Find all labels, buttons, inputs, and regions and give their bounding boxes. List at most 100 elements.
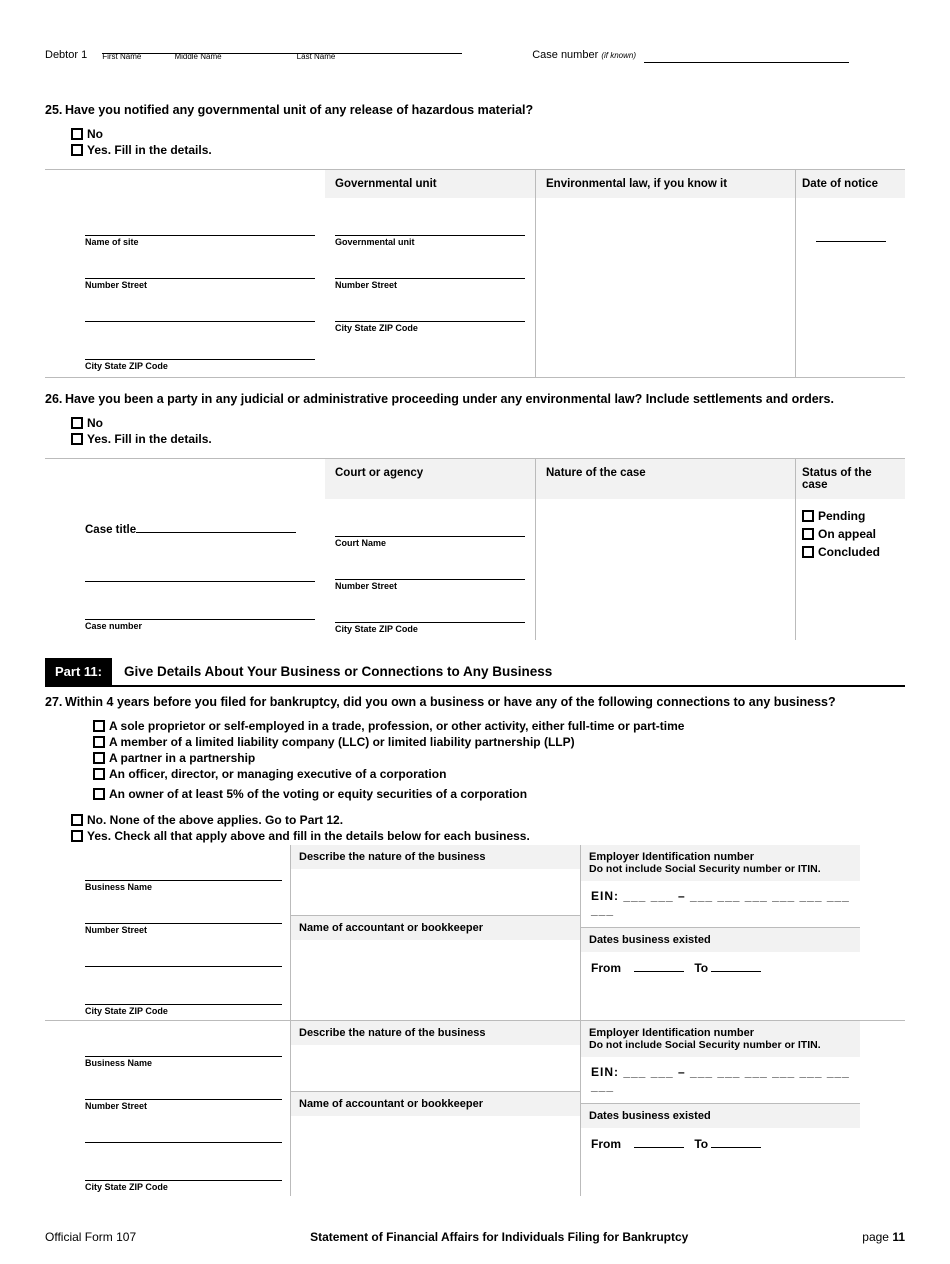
site-street-input[interactable] bbox=[85, 261, 315, 279]
site-city-input[interactable] bbox=[85, 342, 315, 360]
gov-street-input[interactable] bbox=[335, 261, 525, 279]
biz1-name-input[interactable] bbox=[85, 863, 282, 881]
part-badge: Part 11: bbox=[45, 658, 112, 685]
first-name-label: First Name bbox=[102, 52, 172, 61]
gov-street-label: Number Street bbox=[335, 280, 525, 290]
biz1-city-input[interactable] bbox=[85, 987, 282, 1005]
biz1-accountant-input[interactable] bbox=[291, 940, 580, 986]
biz1-from-label: From bbox=[591, 961, 621, 975]
biz1-to-input[interactable] bbox=[711, 960, 761, 972]
case-number-input[interactable] bbox=[644, 49, 849, 63]
status-appeal-label: On appeal bbox=[818, 527, 876, 541]
date-notice-input[interactable] bbox=[816, 228, 886, 242]
gov-city-input[interactable] bbox=[335, 304, 525, 322]
biz1-describe-input[interactable] bbox=[291, 869, 580, 915]
q26-yes-checkbox[interactable] bbox=[71, 433, 83, 445]
site-street-label: Number Street bbox=[85, 280, 315, 290]
biz1-ein-sub: Do not include Social Security number or… bbox=[589, 863, 852, 875]
biz1-ein-input[interactable]: EIN: ___ ___ – ___ ___ ___ ___ ___ ___ _… bbox=[591, 889, 850, 917]
biz2-line3-input[interactable] bbox=[85, 1125, 282, 1143]
biz1-name-label: Business Name bbox=[85, 882, 282, 892]
court-name-input[interactable] bbox=[335, 519, 525, 537]
q26-col-court: Court or agency bbox=[325, 459, 535, 499]
q27-opt4-checkbox[interactable] bbox=[93, 768, 105, 780]
q25-no-label: No bbox=[87, 127, 103, 141]
biz2-street-input[interactable] bbox=[85, 1082, 282, 1100]
footer-page-label: page bbox=[862, 1230, 892, 1244]
biz2-describe-input[interactable] bbox=[291, 1045, 580, 1091]
q27-opt2-checkbox[interactable] bbox=[93, 736, 105, 748]
biz2-street-label: Number Street bbox=[85, 1101, 282, 1111]
last-name-label: Last Name bbox=[297, 52, 336, 61]
biz2-to-label: To bbox=[694, 1137, 708, 1151]
site-line3-input[interactable] bbox=[85, 304, 315, 322]
footer-title: Statement of Financial Affairs for Indiv… bbox=[310, 1230, 688, 1244]
nature-input[interactable] bbox=[535, 499, 795, 640]
biz2-ein-header: Employer Identification number bbox=[589, 1027, 852, 1039]
biz2-name-label: Business Name bbox=[85, 1058, 282, 1068]
biz1-accountant-header: Name of accountant or bookkeeper bbox=[291, 915, 580, 940]
q25-yes-checkbox[interactable] bbox=[71, 144, 83, 156]
question-26: 26.Have you been a party in any judicial… bbox=[45, 392, 905, 406]
q25-col-gov: Governmental unit bbox=[325, 170, 535, 198]
case-number-input[interactable] bbox=[85, 602, 315, 620]
q25-yes-label: Yes. Fill in the details. bbox=[87, 143, 212, 157]
middle-name-label: Middle Name bbox=[174, 52, 294, 61]
biz2-from-input[interactable] bbox=[634, 1136, 684, 1148]
gov-unit-label: Governmental unit bbox=[335, 237, 525, 247]
q26-table: Court or agency Nature of the case Statu… bbox=[45, 458, 905, 640]
q26-no-label: No bbox=[87, 416, 103, 430]
biz2-accountant-header: Name of accountant or bookkeeper bbox=[291, 1091, 580, 1116]
biz2-ein-input[interactable]: EIN: ___ ___ – ___ ___ ___ ___ ___ ___ _… bbox=[591, 1065, 850, 1093]
q27-opt3-label: A partner in a partnership bbox=[109, 751, 255, 765]
q26-no-checkbox[interactable] bbox=[71, 417, 83, 429]
q26-col-status: Status of the case bbox=[795, 459, 905, 499]
case-line2-input[interactable] bbox=[85, 564, 315, 582]
page-header: Debtor 1 First Name Middle Name Last Nam… bbox=[45, 40, 905, 63]
business-row-1: Business Name Number Street City State Z… bbox=[45, 845, 905, 1020]
biz1-to-label: To bbox=[694, 961, 708, 975]
status-concluded-checkbox[interactable] bbox=[802, 546, 814, 558]
status-pending-checkbox[interactable] bbox=[802, 510, 814, 522]
question-25: 25.Have you notified any governmental un… bbox=[45, 103, 905, 117]
page-footer: Official Form 107 Statement of Financial… bbox=[0, 1216, 950, 1264]
biz1-from-input[interactable] bbox=[634, 960, 684, 972]
q27-opt5-label: An owner of at least 5% of the voting or… bbox=[109, 787, 527, 801]
q27-yes-checkbox[interactable] bbox=[71, 830, 83, 842]
biz2-accountant-input[interactable] bbox=[291, 1116, 580, 1162]
case-title-label: Case title bbox=[85, 524, 136, 536]
court-city-label: City State ZIP Code bbox=[335, 624, 525, 634]
court-street-input[interactable] bbox=[335, 562, 525, 580]
q27-opt2-label: A member of a limited liability company … bbox=[109, 735, 575, 749]
biz2-to-input[interactable] bbox=[711, 1136, 761, 1148]
env-law-input[interactable] bbox=[535, 198, 795, 377]
court-city-input[interactable] bbox=[335, 605, 525, 623]
site-name-input[interactable] bbox=[85, 218, 315, 236]
case-number-label: Case number bbox=[532, 49, 598, 61]
gov-unit-input[interactable] bbox=[335, 218, 525, 236]
biz1-street-input[interactable] bbox=[85, 906, 282, 924]
status-appeal-checkbox[interactable] bbox=[802, 528, 814, 540]
q25-no-checkbox[interactable] bbox=[71, 128, 83, 140]
part-11-header: Part 11: Give Details About Your Busines… bbox=[45, 658, 905, 687]
q27-opt1-checkbox[interactable] bbox=[93, 720, 105, 732]
biz2-ein-sub: Do not include Social Security number or… bbox=[589, 1039, 852, 1051]
q27-no-checkbox[interactable] bbox=[71, 814, 83, 826]
biz1-ein-header: Employer Identification number bbox=[589, 851, 852, 863]
biz2-dates-header: Dates business existed bbox=[581, 1103, 860, 1128]
status-pending-label: Pending bbox=[818, 509, 865, 523]
q27-opt1-label: A sole proprietor or self-employed in a … bbox=[109, 719, 684, 733]
status-concluded-label: Concluded bbox=[818, 545, 880, 559]
debtor-label: Debtor 1 bbox=[45, 49, 87, 63]
biz2-name-input[interactable] bbox=[85, 1039, 282, 1057]
q27-opt5-checkbox[interactable] bbox=[93, 788, 105, 800]
gov-city-label: City State ZIP Code bbox=[335, 323, 525, 333]
biz1-line3-input[interactable] bbox=[85, 949, 282, 967]
biz2-city-input[interactable] bbox=[85, 1163, 282, 1181]
court-street-label: Number Street bbox=[335, 581, 525, 591]
footer-form: Official Form 107 bbox=[45, 1230, 136, 1244]
part-title: Give Details About Your Business or Conn… bbox=[112, 658, 564, 685]
case-title-input[interactable] bbox=[136, 519, 296, 533]
q27-opt3-checkbox[interactable] bbox=[93, 752, 105, 764]
q26-yes-label: Yes. Fill in the details. bbox=[87, 432, 212, 446]
